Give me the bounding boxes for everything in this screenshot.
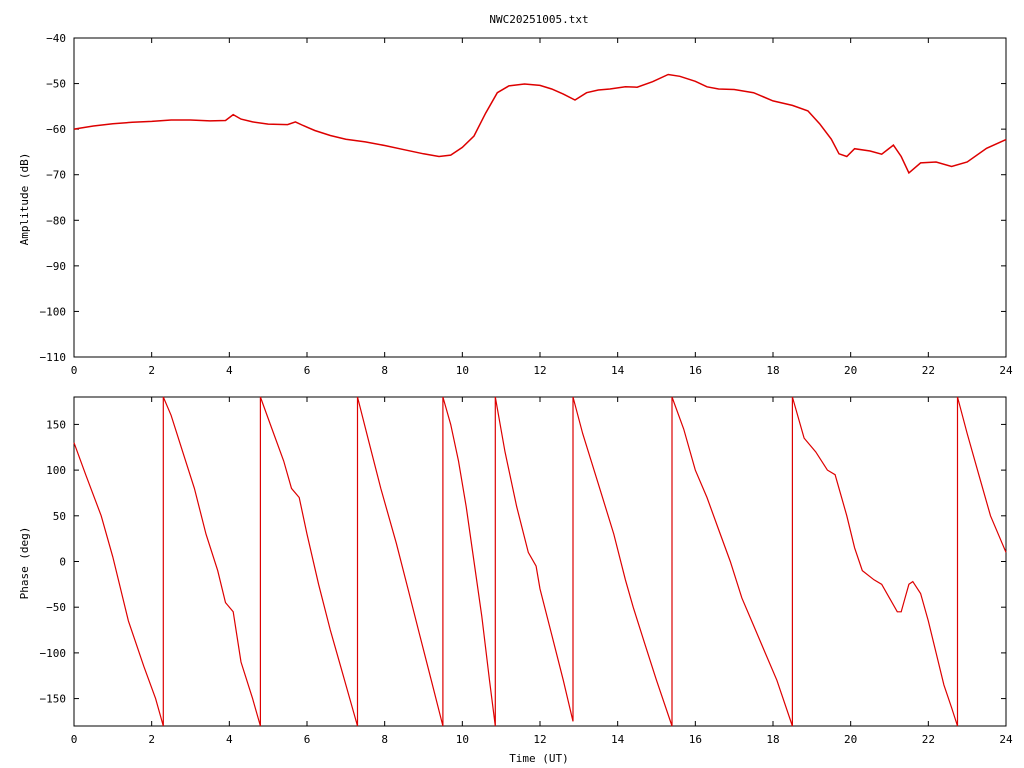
amplitude-x-tick-label: 12 <box>533 364 546 377</box>
phase-x-tick-label: 20 <box>844 733 857 746</box>
amplitude-x-tick-label: 16 <box>689 364 702 377</box>
phase-x-tick-label: 14 <box>611 733 625 746</box>
phase-x-tick-label: 10 <box>456 733 469 746</box>
time-x-axis-label: Time (UT) <box>509 752 569 765</box>
phase-x-tick-label: 8 <box>381 733 388 746</box>
phase-axes: 0 2 4 6 8 10 12 14 16 18 20 22 24−150−100−5005010015… <box>40 397 1013 746</box>
phase-x-tick-label: 0 <box>71 733 78 746</box>
phase-y-axis-label: Phase (deg) <box>18 527 31 600</box>
amplitude-chart-title: NWC20251005.txt <box>489 13 588 26</box>
amplitude-x-tick-label: 8 <box>381 364 388 377</box>
amplitude-x-tick-label: 6 <box>304 364 311 377</box>
amplitude-panel: 0 2 4 6 8 10 12 14 16 18 20 22 24−110−100−90−80−70−6… <box>18 32 1013 377</box>
amplitude-y-tick-label: −90 <box>46 260 66 273</box>
amplitude-x-tick-label: 22 <box>922 364 935 377</box>
phase-y-tick-label: 150 <box>46 418 66 431</box>
phase-x-tick-label: 18 <box>766 733 779 746</box>
amplitude-y-tick-label: −60 <box>46 123 66 136</box>
phase-x-tick-label: 2 <box>148 733 155 746</box>
amplitude-x-tick-label: 10 <box>456 364 469 377</box>
amplitude-x-tick-label: 24 <box>999 364 1013 377</box>
phase-x-tick-label: 4 <box>226 733 233 746</box>
amplitude-y-axis-label: Amplitude (dB) <box>18 153 31 246</box>
phase-plot-frame <box>73 396 1007 727</box>
phase-series-line <box>73 396 1007 727</box>
phase-x-tick-label: 6 <box>304 733 311 746</box>
amplitude-x-tick-label: 4 <box>226 364 233 377</box>
amplitude-y-tick-label: −110 <box>40 351 67 364</box>
amplitude-y-tick-label: −40 <box>46 32 66 45</box>
phase-y-tick-label: 100 <box>46 464 66 477</box>
amplitude-x-tick-label: 20 <box>844 364 857 377</box>
amplitude-y-tick-label: −100 <box>40 305 67 318</box>
phase-y-tick-label: −50 <box>46 601 66 614</box>
phase-y-tick-label: −100 <box>40 647 67 660</box>
amplitude-x-tick-label: 0 <box>71 364 78 377</box>
amplitude-x-tick-label: 18 <box>766 364 779 377</box>
amplitude-y-tick-label: −50 <box>46 78 66 91</box>
phase-panel: 0 2 4 6 8 10 12 14 16 18 20 22 24−150−100−5005010015… <box>18 396 1013 765</box>
phase-x-tick-label: 16 <box>689 733 702 746</box>
phase-x-tick-label: 12 <box>533 733 546 746</box>
phase-x-tick-label: 24 <box>999 733 1013 746</box>
amplitude-y-tick-label: −70 <box>46 169 66 182</box>
amplitude-x-tick-label: 14 <box>611 364 625 377</box>
amplitude-x-tick-label: 2 <box>148 364 155 377</box>
phase-y-tick-label: −150 <box>40 693 67 706</box>
amplitude-axes: 0 2 4 6 8 10 12 14 16 18 20 22 24−110−100−90−80−70−6… <box>40 32 1013 377</box>
phase-x-tick-label: 22 <box>922 733 935 746</box>
phase-y-tick-label: 50 <box>53 510 66 523</box>
phase-y-tick-label: 0 <box>59 556 66 569</box>
amplitude-y-tick-label: −80 <box>46 214 66 227</box>
amplitude-series-line <box>73 73 1007 175</box>
